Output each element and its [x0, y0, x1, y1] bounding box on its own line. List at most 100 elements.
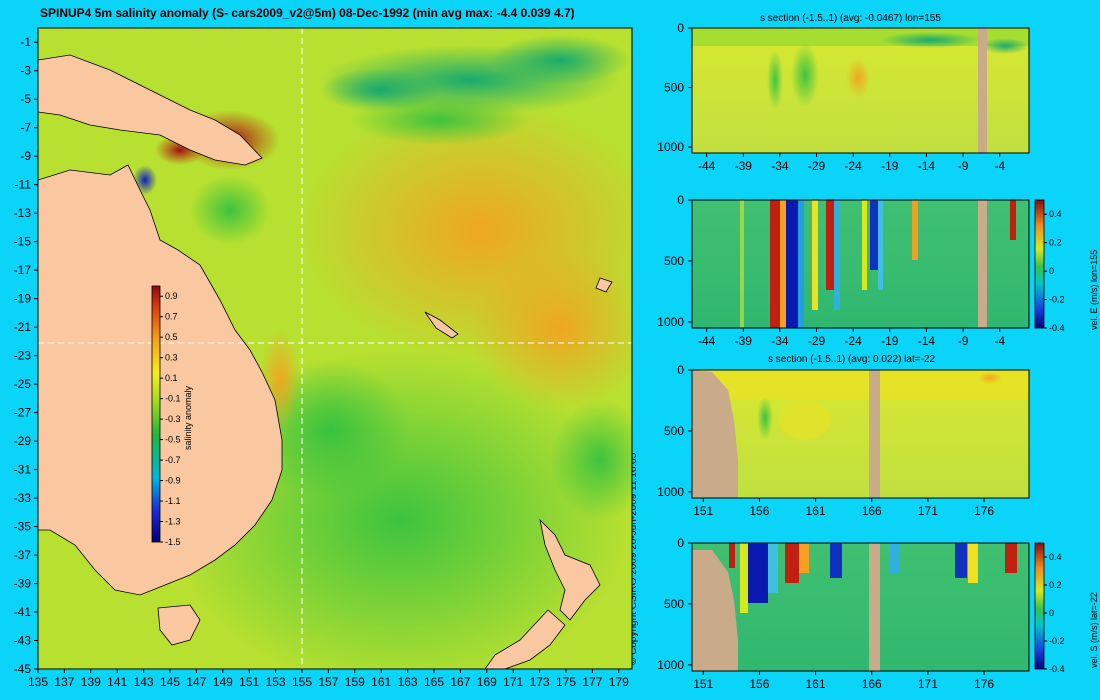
- map-x-tick-label: 165: [424, 675, 444, 689]
- vel-s-section-lat-22-land: [692, 550, 738, 671]
- map-x-tick-label: 175: [556, 675, 576, 689]
- map-x-tick-label: 155: [292, 675, 312, 689]
- section-y-tick-label: 500: [664, 254, 684, 268]
- salinity-colorbar-tick-label: 0.9: [165, 291, 178, 301]
- new-guinea-land: [38, 54, 263, 166]
- vel-colorbar-tick-label: 0.2: [1049, 238, 1062, 248]
- vel-e-section-lon155-frame: [691, 199, 1030, 329]
- s-section-lat-22-frame: [691, 369, 1030, 499]
- section-x-tick-label: 176: [974, 504, 994, 518]
- new-zealand-north-land: [539, 518, 601, 621]
- section-x-tick-label: -14: [918, 159, 936, 173]
- salinity-colorbar-tick-label: -1.3: [165, 517, 181, 527]
- map-x-tick-label: 179: [609, 675, 629, 689]
- section-x-tick-label: 166: [862, 504, 882, 518]
- section-x-tick-label: -34: [771, 159, 789, 173]
- map-y-tick-label: -35: [14, 520, 32, 534]
- vel-colorbar-tick-label: -0.2: [1049, 295, 1065, 305]
- vel-s-section-lat-22-axes: 151 156 161 166 171 176 0 500 1000: [657, 536, 994, 691]
- salinity-colorbar-tick-label: -0.7: [165, 455, 181, 465]
- main-title: SPINUP4 5m salinity anomaly (S- cars2009…: [40, 6, 575, 20]
- vel-e-colorbar: [1034, 199, 1045, 329]
- map-x-tick-label: 135: [28, 675, 48, 689]
- main-map-field: [38, 28, 632, 669]
- map-x-tick-label: 153: [266, 675, 286, 689]
- section-x-tick-label: -29: [808, 334, 826, 348]
- s-section-lon155-field: [692, 28, 1029, 153]
- section-x-tick-label: 156: [749, 677, 769, 691]
- salinity-colorbar-tick-label: 0.5: [165, 332, 178, 342]
- salinity-colorbar-tick-label: -0.1: [165, 394, 181, 404]
- section-y-tick-label: 0: [677, 21, 684, 35]
- map-x-tick-label: 145: [160, 675, 180, 689]
- map-x-tick-label: 177: [582, 675, 602, 689]
- section-y-tick-label: 500: [664, 81, 684, 95]
- section-x-tick-label: 156: [749, 504, 769, 518]
- vel-s-section-lat-22-frame: [691, 542, 1030, 672]
- section-y-tick-label: 500: [664, 424, 684, 438]
- section-x-tick-label: 161: [806, 677, 826, 691]
- section-x-tick-label: 161: [806, 504, 826, 518]
- section-x-tick-label: -34: [771, 334, 789, 348]
- vel-e-colorbar-ticks: 0.4 0.2 0 -0.2 -0.4: [1044, 209, 1065, 333]
- map-y-tick-label: -19: [14, 292, 32, 306]
- vel-colorbar-tick-label: 0.2: [1049, 580, 1062, 590]
- map-x-tick-label: 141: [107, 675, 127, 689]
- salinity-colorbar-tick-label: -1.5: [165, 537, 181, 547]
- section-y-tick-label: 1000: [657, 140, 684, 154]
- map-x-tick-label: 149: [213, 675, 233, 689]
- main-map-x-axis: 135 137 139 141 143 145 147 149 151 153 155 157 159 1…: [28, 669, 629, 689]
- map-y-tick-label: -1: [20, 35, 31, 49]
- map-x-tick-label: 171: [503, 675, 523, 689]
- s-section-lat-22-axes: 151 156 161 166 171 176 0 500 1000: [657, 363, 994, 518]
- section-x-tick-label: -24: [845, 334, 863, 348]
- section-x-tick-label: -14: [918, 334, 936, 348]
- map-y-tick-label: -11: [15, 178, 32, 192]
- vel-colorbar-tick-label: 0.4: [1049, 552, 1062, 562]
- s-section-lat-22-title: s section (-1.5..1) (avg: 0.022) lat=-22: [768, 354, 936, 365]
- new-zealand-south-land: [484, 609, 566, 669]
- map-y-tick-label: -45: [14, 662, 32, 676]
- map-x-tick-label: 157: [318, 675, 338, 689]
- map-x-tick-label: 163: [398, 675, 418, 689]
- salinity-colorbar-label: salinity anomaly: [183, 385, 193, 450]
- map-x-tick-label: 137: [54, 675, 74, 689]
- vel-s-section-lat-22-field: [692, 543, 1029, 671]
- map-y-tick-label: -29: [14, 434, 32, 448]
- vel-e-colorbar-label: vel. E (m/s) lon=155: [1089, 250, 1099, 330]
- map-y-tick-label: -37: [14, 548, 32, 562]
- section-x-tick-label: -4: [994, 334, 1005, 348]
- map-y-tick-label: -33: [14, 491, 32, 505]
- section-x-tick-label: 151: [693, 677, 713, 691]
- map-x-tick-label: 139: [81, 675, 101, 689]
- map-y-tick-label: -17: [14, 263, 32, 277]
- map-y-tick-label: -5: [20, 92, 31, 106]
- map-y-tick-label: -7: [20, 121, 31, 135]
- s-section-lat-22-land: [692, 370, 738, 498]
- s-section-lon155-axes: -44 -39 -34 -29 -24 -19 -14 -9 -4 0 500 1000: [657, 21, 1005, 173]
- vel-colorbar-tick-label: 0: [1049, 266, 1054, 276]
- tasmania-land: [157, 604, 201, 646]
- map-x-tick-label: 161: [371, 675, 391, 689]
- vel-colorbar-tick-label: 0.4: [1049, 209, 1062, 219]
- vel-s-colorbar: [1034, 542, 1045, 670]
- section-x-tick-label: -9: [958, 334, 969, 348]
- section-x-tick-label: -29: [808, 159, 826, 173]
- vel-colorbar-tick-label: -0.2: [1049, 636, 1065, 646]
- map-x-tick-label: 169: [477, 675, 497, 689]
- map-y-tick-label: -27: [14, 406, 32, 420]
- s-section-lon155-title: s section (-1.5..1) (avg: -0.0467) lon=1…: [760, 13, 941, 24]
- map-y-tick-label: -41: [14, 605, 32, 619]
- salinity-colorbar-tick-label: 0.1: [165, 373, 178, 383]
- salinity-colorbar-tick-label: -0.5: [165, 435, 181, 445]
- map-x-tick-label: 143: [134, 675, 154, 689]
- section-x-tick-label: -44: [698, 159, 716, 173]
- map-y-tick-label: -9: [20, 149, 31, 163]
- map-y-tick-label: -3: [20, 64, 31, 78]
- salinity-colorbar-ticks: 0.9 0.7 0.5 0.3 0.1 -0.1 -0.3 -0.5 -0.7 -0.9 -1.1 -…: [160, 291, 181, 547]
- section-x-tick-label: 166: [862, 677, 882, 691]
- section-x-tick-label: -4: [994, 159, 1005, 173]
- section-y-tick-label: 0: [677, 363, 684, 377]
- section-y-tick-label: 500: [664, 597, 684, 611]
